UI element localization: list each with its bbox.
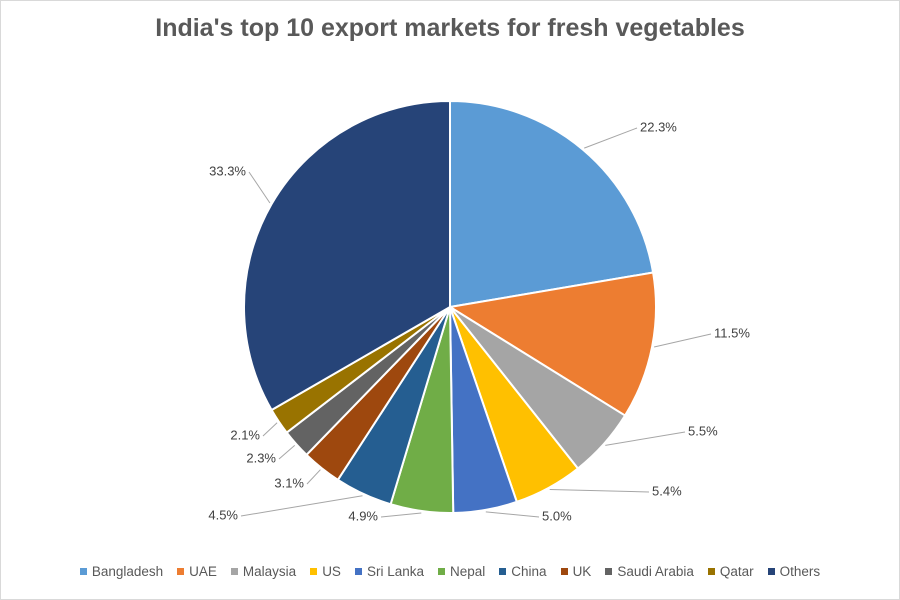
legend-item-china: China [499, 564, 547, 579]
leader-line-us [549, 489, 650, 493]
data-label-us: 5.4% [652, 483, 682, 498]
leader-line-others [248, 171, 271, 204]
legend-label: Sri Lanka [366, 564, 424, 579]
chart-title: India's top 10 export markets for fresh … [155, 14, 745, 42]
chart-legend: Bangladesh UAE Malaysia US Sri Lanka Nepal Chi… [0, 564, 900, 579]
data-label-bangladesh: 22.3% [640, 119, 677, 134]
pie-slice-uae [447, 271, 657, 417]
legend-swatch [605, 568, 613, 575]
legend-label: Malaysia [242, 564, 297, 579]
legend-swatch [707, 568, 715, 575]
legend-swatch [438, 568, 445, 575]
data-label-uk: 3.1% [274, 475, 304, 490]
legend-swatch [177, 568, 185, 575]
legend-label: UAE [189, 564, 217, 579]
pie-slice-others [243, 99, 451, 412]
leader-line-china [240, 495, 363, 517]
legend-item-qatar: Qatar [707, 564, 754, 579]
legend-label: UK [572, 564, 592, 579]
data-label-malaysia: 5.5% [688, 423, 718, 438]
leader-line-uk [306, 469, 321, 485]
legend-swatch [354, 568, 362, 575]
leader-line-qatar [262, 422, 278, 437]
legend-swatch [499, 568, 507, 575]
leader-line-bangladesh [584, 127, 638, 149]
data-label-qatar: 2.1% [230, 427, 260, 442]
data-label-nepal: 4.9% [348, 508, 378, 523]
pie-slice-bangladesh [449, 99, 655, 309]
legend-item-us: US [310, 564, 341, 579]
leader-line-nepal [380, 512, 422, 518]
legend-swatch [560, 568, 568, 575]
legend-item-bangladesh: Bangladesh [79, 564, 164, 579]
legend-item-nepal: Nepal [438, 564, 485, 579]
legend-label: Bangladesh [91, 564, 164, 579]
legend-swatch [310, 568, 318, 575]
data-label-uae: 11.5% [714, 325, 750, 340]
leader-line-uae [653, 333, 712, 348]
legend-label: Saudi Arabia [617, 564, 694, 579]
leader-line-saudi-arabia [278, 445, 296, 460]
legend-swatch [230, 568, 238, 575]
legend-item-uk: UK [560, 564, 592, 579]
legend-item-saudi-arabia: Saudi Arabia [605, 564, 694, 579]
data-label-saudi-arabia: 2.3% [246, 450, 276, 465]
legend-swatch [79, 568, 87, 575]
legend-item-uae: UAE [177, 564, 217, 579]
legend-item-sri-lanka: Sri Lanka [354, 564, 424, 579]
leader-line-sri-lanka [485, 511, 540, 518]
legend-label: Qatar [719, 564, 754, 579]
legend-swatch [767, 568, 775, 575]
legend-label: Nepal [450, 564, 486, 579]
legend-label: US [322, 564, 341, 579]
data-label-sri-lanka: 5.0% [542, 508, 572, 523]
legend-label: China [511, 564, 547, 579]
data-label-others: 33.3% [209, 163, 246, 178]
legend-item-malaysia: Malaysia [230, 564, 297, 579]
legend-item-others: Others [767, 564, 821, 579]
data-label-china: 4.5% [208, 507, 238, 522]
leader-line-malaysia [605, 431, 686, 446]
legend-label: Others [779, 564, 821, 579]
